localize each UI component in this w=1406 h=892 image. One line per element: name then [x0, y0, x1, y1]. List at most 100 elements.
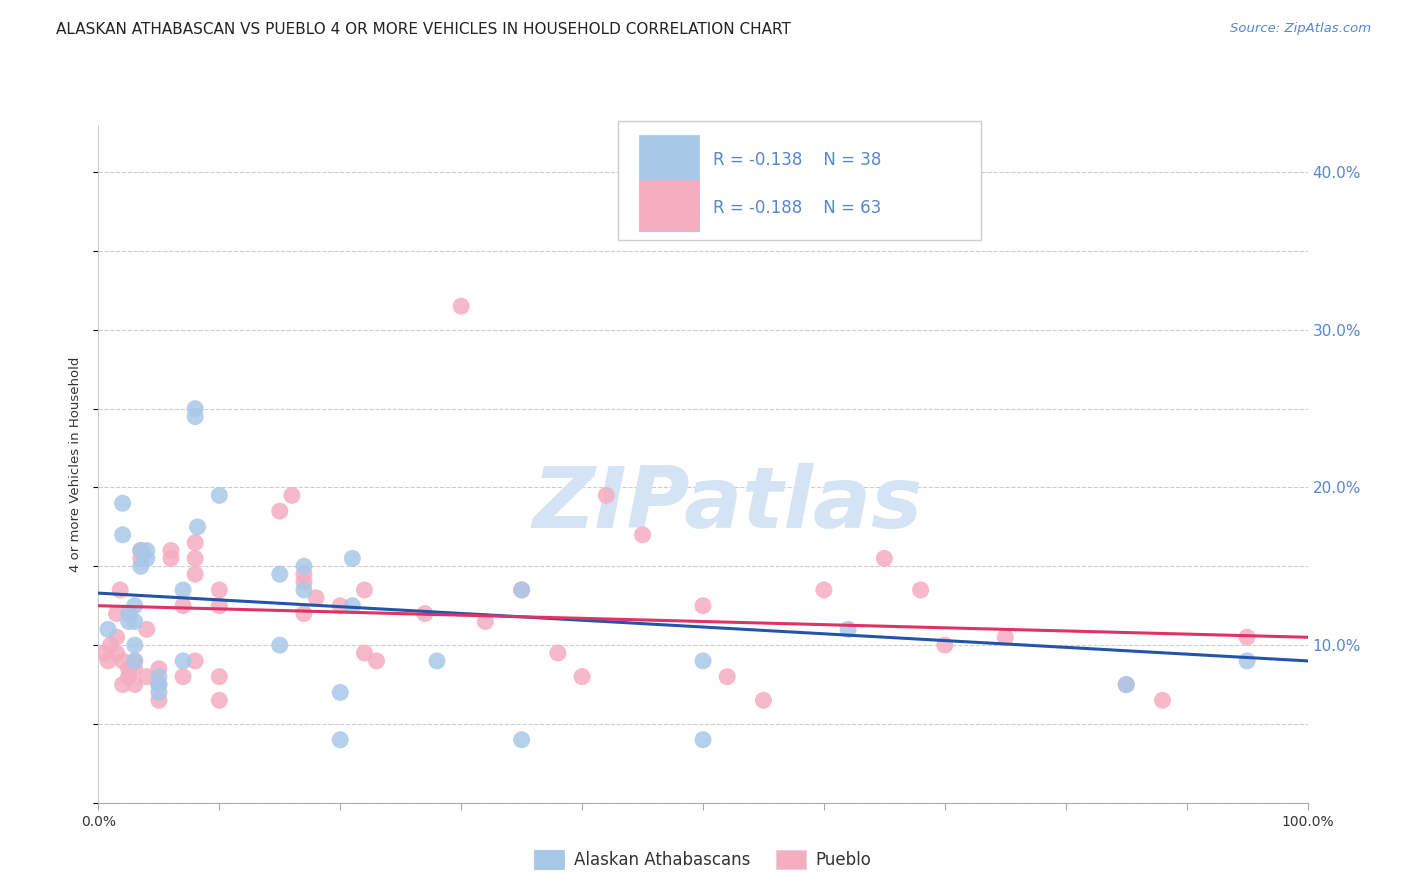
Point — [135, 543, 157, 558]
Point — [208, 488, 231, 502]
Point — [342, 551, 364, 566]
Point — [934, 638, 956, 652]
Point — [124, 654, 146, 668]
Point — [172, 654, 194, 668]
Point — [450, 299, 472, 313]
Point — [118, 607, 141, 621]
Point — [1236, 630, 1258, 644]
Point — [184, 551, 207, 566]
Text: ZIPatlas: ZIPatlas — [531, 463, 922, 546]
Point — [716, 670, 738, 684]
Point — [474, 615, 496, 629]
Legend: Alaskan Athabascans, Pueblo: Alaskan Athabascans, Pueblo — [527, 844, 879, 876]
Point — [124, 599, 146, 613]
Point — [124, 638, 146, 652]
FancyBboxPatch shape — [619, 121, 981, 240]
Point — [353, 582, 375, 597]
Point — [692, 654, 714, 668]
Point — [292, 559, 315, 574]
Point — [342, 599, 364, 613]
Point — [111, 654, 134, 668]
Point — [184, 535, 207, 549]
Point — [292, 567, 315, 582]
Point — [1115, 677, 1137, 691]
Point — [413, 607, 436, 621]
Point — [184, 654, 207, 668]
Point — [184, 409, 207, 424]
Point — [160, 551, 183, 566]
Point — [994, 630, 1017, 644]
Point — [93, 646, 115, 660]
Point — [124, 654, 146, 668]
Point — [148, 677, 170, 691]
Point — [100, 638, 122, 652]
Point — [269, 504, 291, 518]
Point — [108, 582, 131, 597]
Point — [135, 551, 157, 566]
Point — [873, 551, 896, 566]
Point — [692, 732, 714, 747]
Point — [118, 607, 141, 621]
Point — [124, 662, 146, 676]
Point — [172, 582, 194, 597]
Point — [111, 496, 134, 510]
FancyBboxPatch shape — [638, 180, 699, 231]
Point — [135, 623, 157, 637]
Point — [148, 685, 170, 699]
Point — [595, 488, 617, 502]
Point — [148, 662, 170, 676]
Point — [118, 670, 141, 684]
Point — [148, 677, 170, 691]
Point — [571, 670, 593, 684]
Point — [292, 582, 315, 597]
Point — [426, 654, 449, 668]
Point — [353, 646, 375, 660]
Point — [118, 662, 141, 676]
Point — [97, 654, 120, 668]
Point — [631, 528, 654, 542]
Point — [148, 670, 170, 684]
Point — [97, 623, 120, 637]
Y-axis label: 4 or more Vehicles in Household: 4 or more Vehicles in Household — [69, 356, 83, 572]
Point — [329, 685, 352, 699]
Point — [184, 567, 207, 582]
Point — [208, 670, 231, 684]
FancyBboxPatch shape — [638, 135, 699, 186]
Point — [1236, 654, 1258, 668]
Point — [910, 582, 932, 597]
Point — [135, 670, 157, 684]
Text: Source: ZipAtlas.com: Source: ZipAtlas.com — [1230, 22, 1371, 36]
Point — [510, 582, 533, 597]
Point — [129, 543, 152, 558]
Point — [269, 638, 291, 652]
Point — [208, 582, 231, 597]
Point — [692, 599, 714, 613]
Point — [1152, 693, 1174, 707]
Point — [281, 488, 304, 502]
Point — [292, 607, 315, 621]
Point — [129, 559, 152, 574]
Point — [329, 732, 352, 747]
Point — [813, 582, 835, 597]
Point — [292, 575, 315, 590]
Point — [172, 599, 194, 613]
Point — [105, 646, 128, 660]
Point — [111, 677, 134, 691]
Point — [510, 732, 533, 747]
Point — [160, 543, 183, 558]
Point — [837, 623, 859, 637]
Point — [129, 551, 152, 566]
Point — [105, 630, 128, 644]
Point — [208, 693, 231, 707]
Point — [305, 591, 328, 605]
Point — [172, 670, 194, 684]
Point — [124, 615, 146, 629]
Point — [187, 520, 209, 534]
Point — [329, 599, 352, 613]
Point — [547, 646, 569, 660]
Text: R = -0.138    N = 38: R = -0.138 N = 38 — [713, 151, 882, 169]
Point — [269, 567, 291, 582]
Point — [124, 677, 146, 691]
Text: R = -0.188    N = 63: R = -0.188 N = 63 — [713, 199, 882, 217]
Point — [208, 599, 231, 613]
